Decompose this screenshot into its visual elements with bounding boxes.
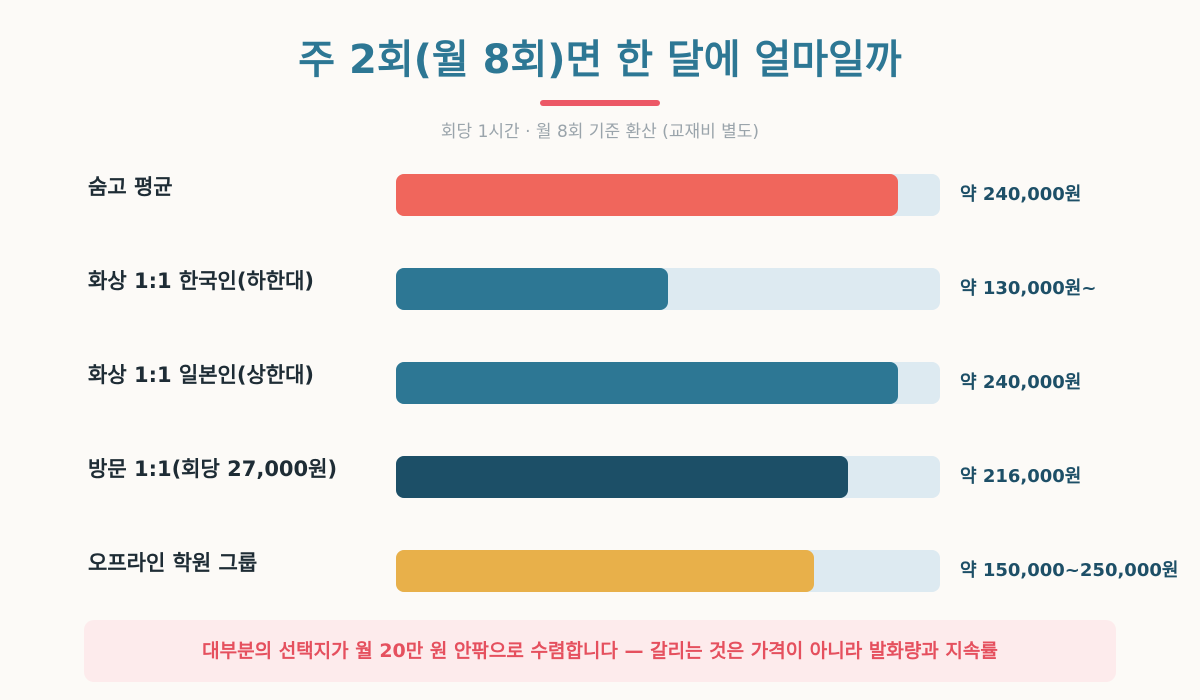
bar-track xyxy=(396,268,940,310)
bar-track xyxy=(396,456,940,498)
bar xyxy=(396,362,898,404)
bar-category-label: 오프라인 학원 그룹 xyxy=(88,551,258,575)
bar-track xyxy=(396,550,940,592)
chart-subtitle: 회당 1시간 · 월 8회 기준 환산 (교재비 별도) xyxy=(440,122,760,142)
bar xyxy=(396,268,668,310)
bar-value-label: 약 130,000원~ xyxy=(960,278,1097,299)
chart-title: 주 2회(월 8회)면 한 달에 얼마일까 xyxy=(298,37,902,83)
bar-value-label: 약 216,000원 xyxy=(960,466,1082,487)
bar-category-label: 방문 1:1(회당 27,000원) xyxy=(88,457,338,481)
summary-note: 대부분의 선택지가 월 20만 원 안팎으로 수렴합니다 — 갈리는 것은 가격… xyxy=(84,620,1116,682)
bar-category-label: 화상 1:1 한국인(하한대) xyxy=(88,269,314,293)
bar xyxy=(396,456,848,498)
bar xyxy=(396,174,898,216)
bar-track xyxy=(396,174,940,216)
bar-value-label: 약 240,000원 xyxy=(960,372,1082,393)
summary-note-text: 대부분의 선택지가 월 20만 원 안팎으로 수렴합니다 — 갈리는 것은 가격… xyxy=(202,640,998,662)
bar-value-label: 약 240,000원 xyxy=(960,184,1082,205)
title-underline xyxy=(540,100,660,106)
bar-value-label: 약 150,000~250,000원 xyxy=(960,560,1179,581)
bar xyxy=(396,550,814,592)
bar-category-label: 숨고 평균 xyxy=(88,175,173,199)
bar-category-label: 화상 1:1 일본인(상한대) xyxy=(88,363,314,387)
bar-track xyxy=(396,362,940,404)
